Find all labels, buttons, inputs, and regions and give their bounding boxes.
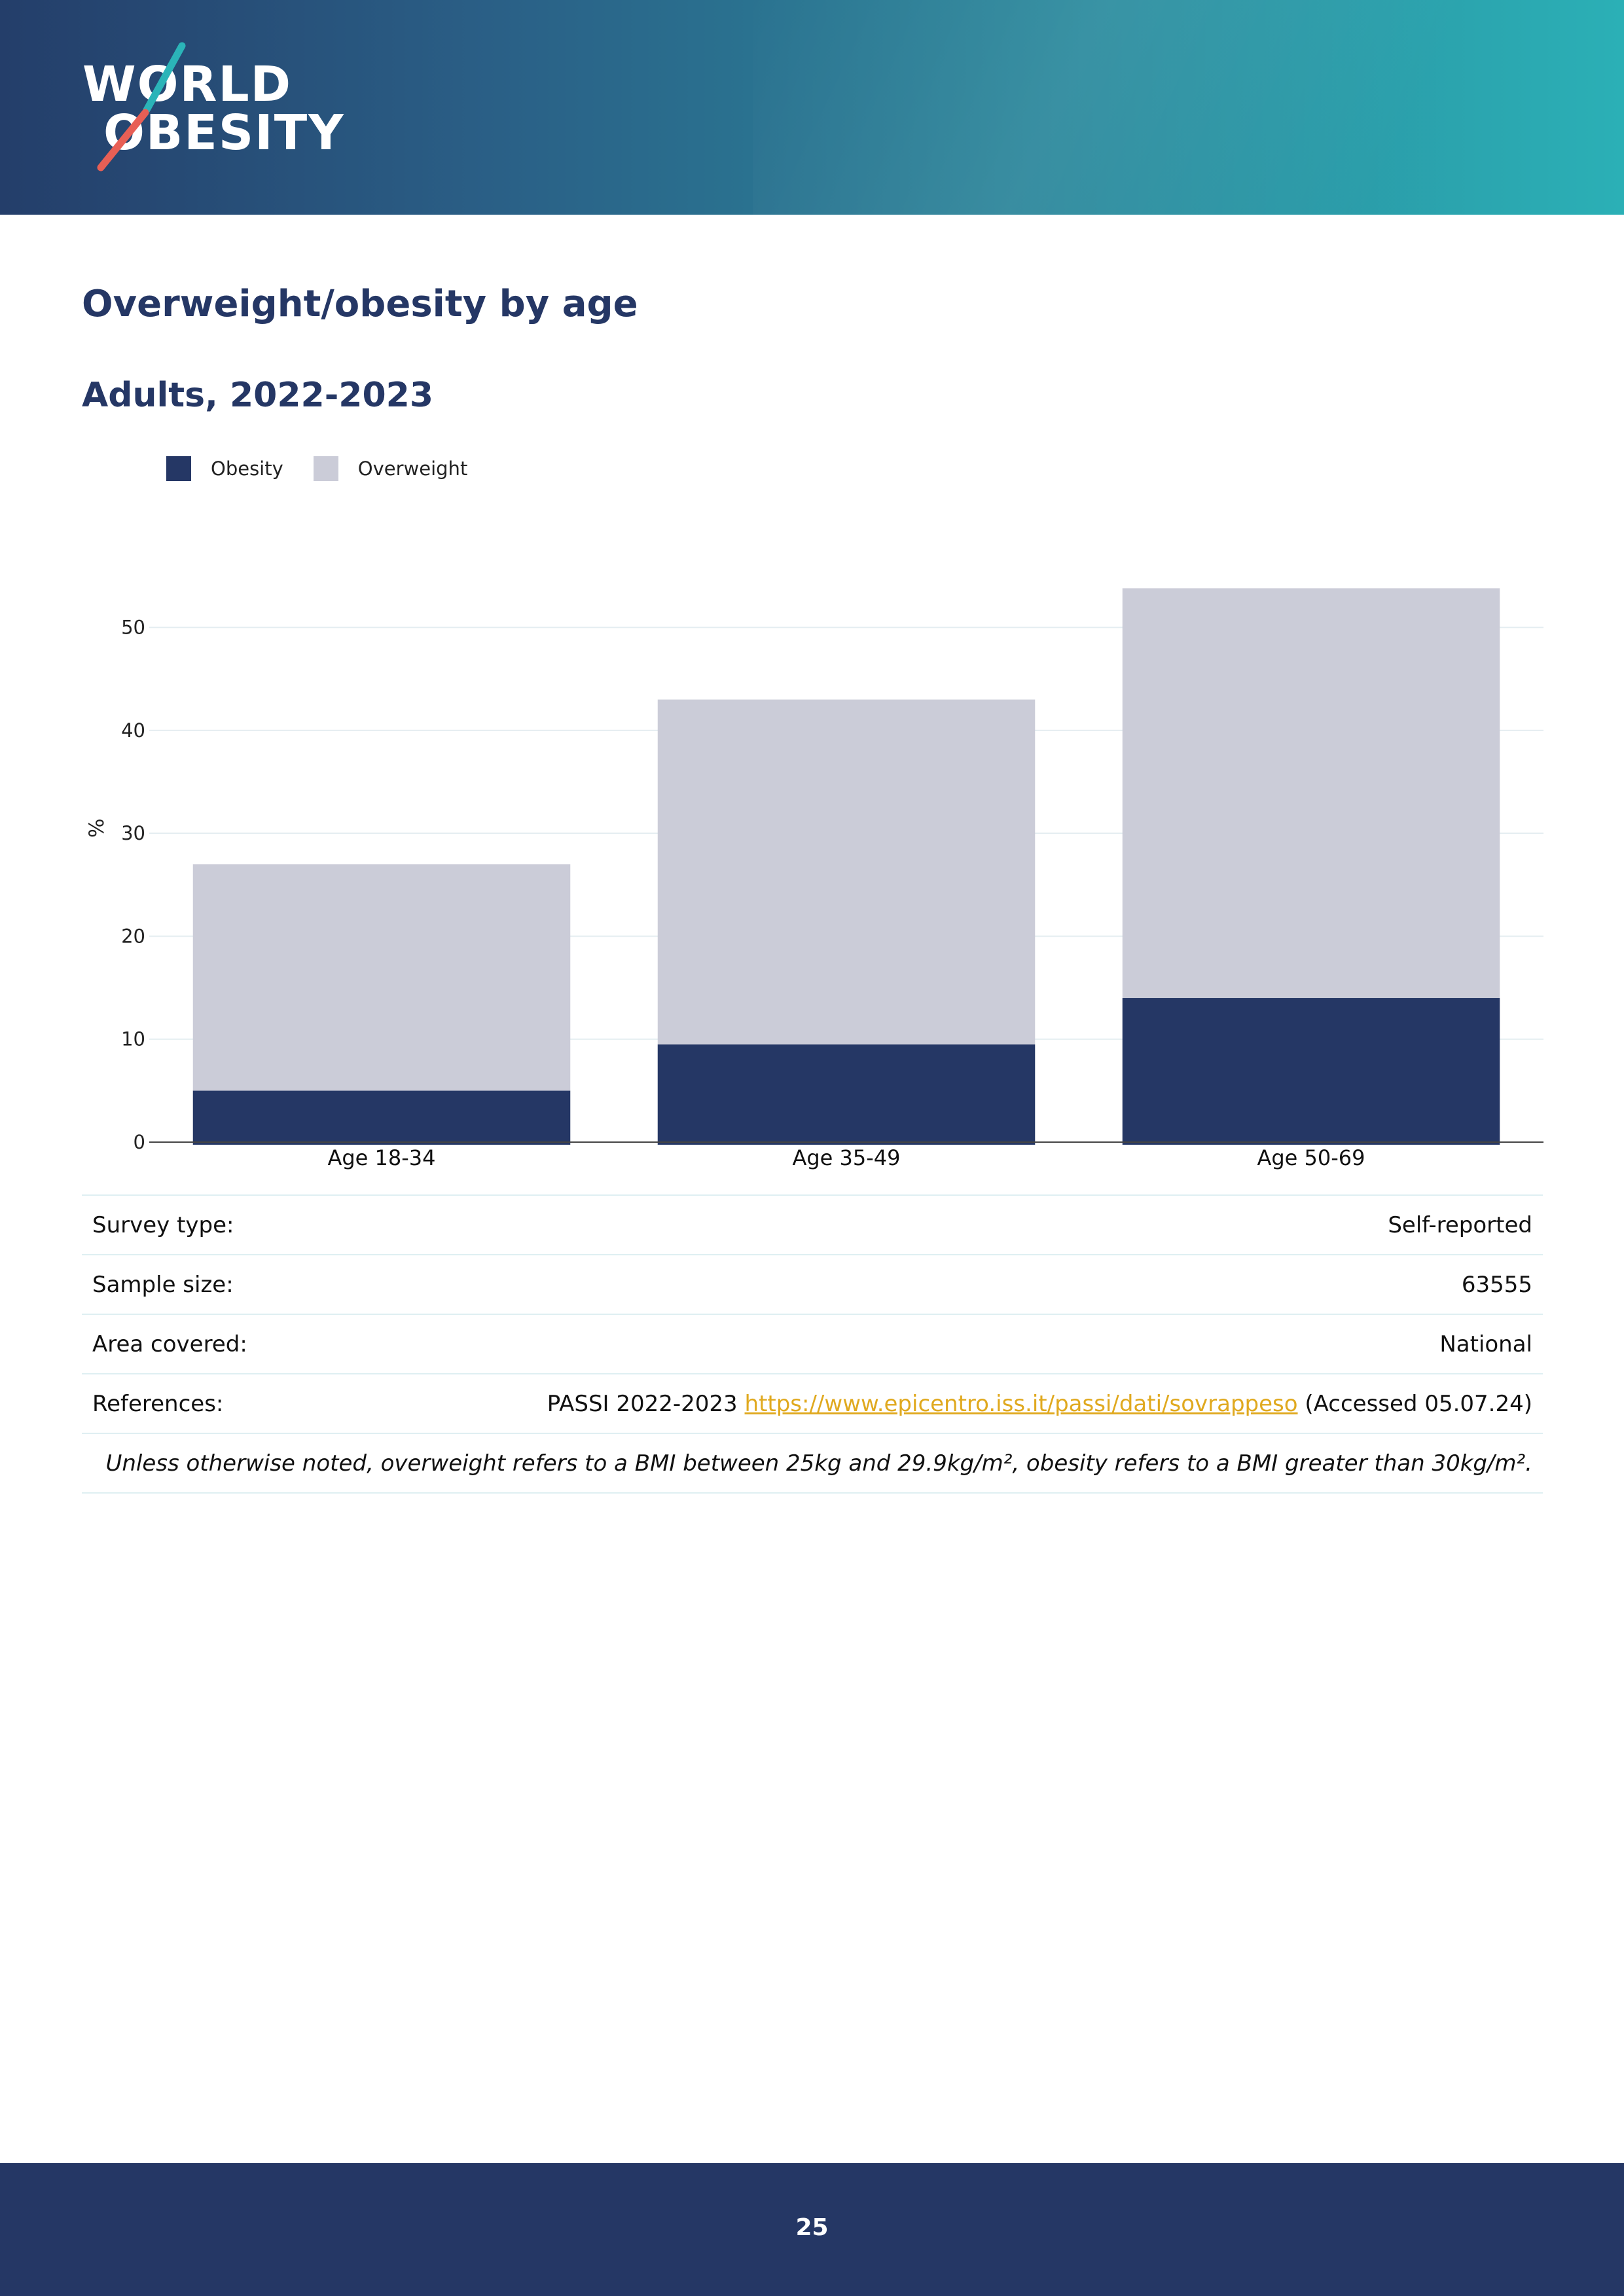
stacked-bar-chart: 0 10 20 30 40 50% Age 18-34 Age 35-49 Age 50-69 [85, 588, 1543, 1170]
references-suffix: (Accessed 05.07.24) [1305, 1390, 1532, 1417]
footer-bar [0, 2163, 1624, 2296]
references-value: PASSI 2022-2023 https://www.epicentro.is… [299, 1373, 1543, 1434]
chart-legend: Obesity Overweight [166, 454, 497, 483]
bar-overweight [1122, 588, 1500, 998]
bar-obesity [657, 1044, 1036, 1145]
legend-swatch-overweight [313, 456, 338, 481]
y-tick-label: 30 [121, 822, 145, 844]
bar-overweight [657, 699, 1036, 1045]
references-prefix: PASSI 2022-2023 [547, 1390, 738, 1417]
header-sheen [753, 0, 1624, 215]
survey-type-label: Survey type: [82, 1194, 300, 1255]
references-link[interactable]: https://www.epicentro.iss.it/passi/dati/… [744, 1390, 1298, 1417]
sample-size-label: Sample size: [82, 1254, 300, 1315]
logo-line1: WORLD [82, 56, 293, 113]
table-row: Unless otherwise noted, overweight refer… [82, 1433, 1543, 1494]
bmi-definition-note: Unless otherwise noted, overweight refer… [82, 1433, 1543, 1494]
y-tick-label: 40 [121, 719, 145, 742]
world-obesity-logo: WORLD OBESITY [79, 38, 344, 175]
legend-swatch-obesity [166, 456, 191, 481]
references-label: References: [82, 1373, 300, 1434]
legend-label-overweight: Overweight [357, 457, 468, 480]
bar-obesity [1122, 997, 1500, 1145]
legend-item-overweight[interactable]: Overweight [313, 456, 468, 481]
y-tick-label: 10 [121, 1028, 145, 1050]
x-tick-label: Age 50-69 [1257, 1145, 1365, 1170]
y-tick-label: 20 [121, 925, 145, 947]
logo-slash-icon [97, 42, 186, 171]
table-row: References: PASSI 2022-2023 https://www.… [82, 1373, 1543, 1434]
area-covered-value: National [299, 1314, 1543, 1374]
bar-overweight [192, 864, 571, 1091]
legend-label-obesity: Obesity [211, 457, 283, 480]
survey-info-table: Survey type: Self-reported Sample size: … [82, 1194, 1543, 1494]
legend-item-obesity[interactable]: Obesity [166, 456, 283, 481]
page-number: 25 [795, 2214, 829, 2241]
y-tick-label: 50 [121, 617, 145, 639]
x-tick-label: Age 35-49 [792, 1145, 900, 1170]
header-banner: WORLD OBESITY [0, 0, 1624, 215]
table-row: Area covered: National [82, 1314, 1543, 1374]
y-axis-title: % [85, 819, 109, 838]
area-covered-label: Area covered: [82, 1314, 300, 1374]
y-tick-label: 0 [134, 1131, 145, 1153]
bar-obesity [192, 1090, 571, 1145]
survey-type-value: Self-reported [299, 1194, 1543, 1255]
chart-subtitle: Adults, 2022-2023 [82, 376, 434, 415]
table-row: Sample size: 63555 [82, 1254, 1543, 1315]
table-row: Survey type: Self-reported [82, 1194, 1543, 1255]
x-tick-label: Age 18-34 [327, 1145, 435, 1170]
sample-size-value: 63555 [299, 1254, 1543, 1315]
page-title: Overweight/obesity by age [82, 283, 638, 325]
